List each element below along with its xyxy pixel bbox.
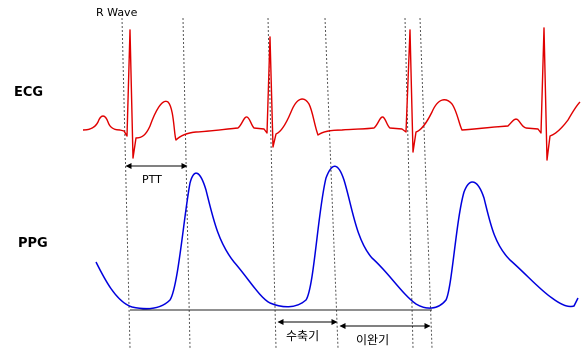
- guide-ppg-peak-3: [419, 17, 433, 349]
- guide-r-wave-2: [267, 17, 277, 349]
- ptt-label: PTT: [142, 173, 162, 186]
- guide-lines: [121, 17, 433, 349]
- ppg-trace: [95, 165, 579, 310]
- ppg-label: PPG: [18, 236, 48, 251]
- r-wave-label: R Wave: [96, 6, 138, 19]
- diastole-label: 이완기: [356, 333, 389, 347]
- ecg-trace: [82, 27, 581, 161]
- systole-label: 수축기: [286, 329, 319, 343]
- guide-ppg-peak-1: [182, 17, 191, 349]
- guide-r-wave-1: [121, 17, 131, 349]
- ecg-label: ECG: [14, 85, 43, 100]
- guide-r-wave-3: [404, 17, 414, 349]
- guide-ppg-peak-2: [324, 17, 339, 349]
